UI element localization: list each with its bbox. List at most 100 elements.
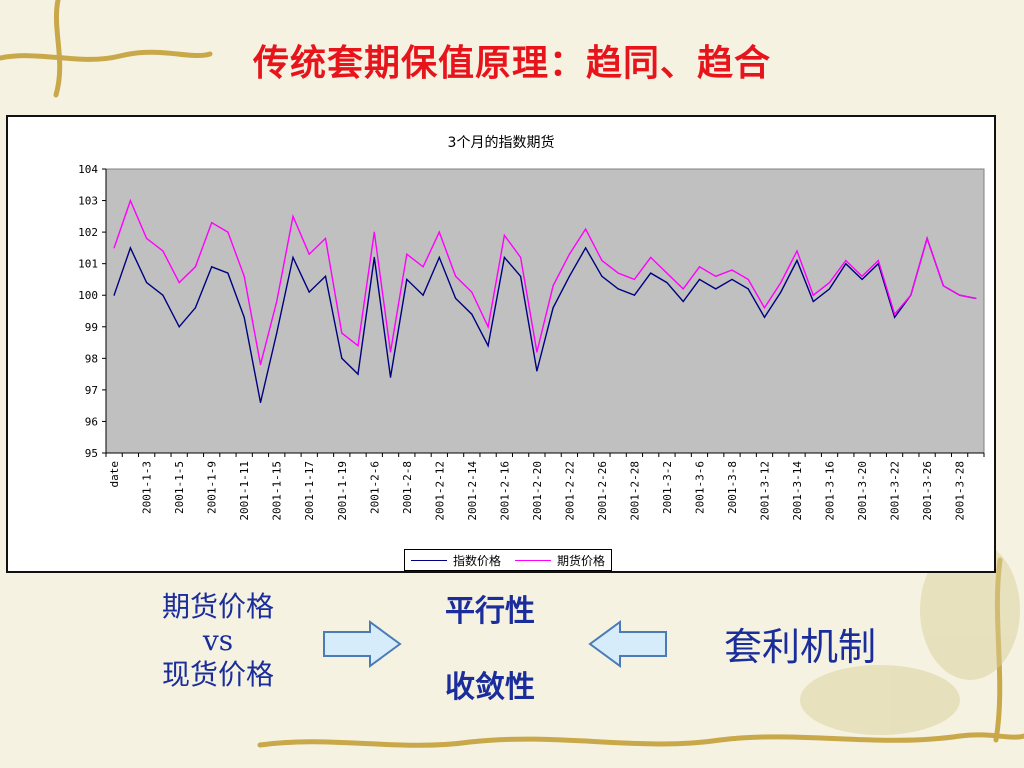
series-futures-price-point — [893, 313, 896, 315]
series-futures-price-point — [926, 237, 928, 240]
series-futures-price-point — [520, 256, 522, 258]
series-futures-price-point — [536, 351, 538, 353]
y-tick-label: 98 — [85, 352, 98, 365]
x-tick-label: 2001-3-14 — [791, 461, 804, 521]
spot-vs-futures-text: 期货价格 vs 现货价格 — [128, 590, 308, 692]
series-futures-price-point — [633, 278, 636, 281]
x-tick-label: 2001-1-11 — [238, 461, 251, 521]
series-index-price-point — [324, 275, 327, 277]
series-futures-price-point — [780, 282, 782, 284]
series-index-price-point — [243, 316, 245, 318]
series-index-price-point — [438, 256, 440, 258]
series-index-price-point — [601, 275, 603, 277]
series-futures-price-point — [650, 256, 652, 258]
series-futures-price-point — [243, 275, 245, 277]
y-tick-label: 95 — [85, 447, 98, 460]
x-tick-label: 2001-3-12 — [759, 461, 772, 521]
right-arrow-icon — [323, 620, 402, 668]
series-layer — [113, 198, 977, 404]
plot-area — [105, 168, 985, 454]
x-tick-label: 2001-2-6 — [368, 461, 381, 514]
series-futures-price-point — [357, 345, 359, 347]
series-futures-price-point — [845, 259, 847, 262]
series-index-price-point — [259, 401, 262, 404]
x-tick-label: 2001-2-28 — [628, 461, 641, 521]
series-index-price-point — [194, 307, 197, 309]
legend-label-futures: 期货价格 — [557, 553, 606, 568]
x-tick-label: 2001-2-20 — [531, 461, 544, 521]
legend-item-futures: 期货价格 — [515, 552, 605, 569]
series-index-price-point — [146, 282, 148, 284]
x-tick-label: 2001-3-8 — [726, 461, 739, 514]
series-index-price-point — [715, 288, 717, 290]
series-futures-price-point — [796, 250, 798, 252]
x-tick-label: 2001-3-26 — [921, 461, 934, 521]
series-futures-price-point — [211, 222, 213, 224]
series-futures-price-point — [178, 282, 180, 284]
series-index-price-point — [812, 300, 814, 303]
series-futures-price-point — [568, 253, 570, 255]
x-tick-label: 2001-3-16 — [824, 461, 837, 521]
series-futures-price-point — [438, 231, 440, 233]
series-futures-price-point — [292, 215, 294, 217]
series-index-price-point — [162, 294, 164, 296]
series-index-price-point — [568, 275, 570, 277]
chart-title: 3个月的指数期货 — [448, 134, 555, 151]
series-futures-price-point — [585, 228, 587, 230]
series-index-price-point — [341, 357, 343, 359]
y-tick-label: 101 — [78, 258, 98, 271]
series-futures-price-line — [113, 198, 977, 365]
series-index-price-point — [666, 282, 668, 284]
series-index-price-point — [585, 247, 587, 249]
parallelism-label: 平行性 — [445, 594, 535, 629]
series-futures-price-point — [259, 364, 262, 366]
series-futures-price-point — [763, 307, 766, 309]
series-index-price-point — [471, 313, 473, 315]
x-tick-label: 2001-3-28 — [954, 461, 967, 521]
series-index-price-point — [276, 332, 278, 334]
series-index-price-point — [536, 370, 538, 372]
series-index-price-point — [780, 291, 782, 293]
series-futures-price-point — [682, 288, 684, 290]
series-index-price-point — [650, 272, 652, 274]
x-tick-label: 2001-1-15 — [271, 461, 284, 521]
series-futures-price-point — [812, 294, 814, 296]
series-index-price-point — [763, 316, 766, 318]
series-index-price-point — [227, 272, 229, 274]
series-futures-price-point — [747, 278, 749, 281]
series-index-price-point — [861, 278, 863, 281]
x-tick-label: 2001-3-2 — [661, 461, 674, 514]
series-futures-price-point — [406, 253, 408, 255]
convergence-label: 收敛性 — [445, 670, 535, 705]
series-index-price-point — [520, 275, 522, 277]
series-futures-price-point — [146, 237, 148, 240]
series-index-price-point — [129, 247, 131, 249]
y-tick-label: 104 — [78, 163, 98, 176]
legend-item-index: 指数价格 — [411, 552, 501, 569]
x-tick-label: 2001-1-17 — [303, 461, 316, 521]
series-futures-price-point — [601, 259, 603, 262]
series-index-price-line — [113, 236, 977, 403]
series-index-price-point — [406, 278, 408, 281]
series-index-price-point — [454, 297, 457, 299]
series-index-price-point — [552, 307, 554, 309]
series-futures-price-point — [227, 231, 229, 233]
series-index-price-point — [893, 316, 896, 318]
series-futures-price-point — [422, 266, 424, 268]
series-index-price-point — [357, 373, 359, 375]
spot-price-label: 现货价格 — [161, 658, 274, 691]
futures-price-label: 期货价格 — [161, 590, 274, 623]
y-tick-label: 99 — [85, 321, 98, 334]
x-tick-label: 2001-2-16 — [498, 461, 511, 521]
y-tick-label: 100 — [78, 289, 98, 302]
y-tick-label: 103 — [78, 195, 98, 208]
series-futures-price-point — [617, 272, 619, 274]
series-index-price-point — [503, 256, 505, 258]
chart-container: 3个月的指数期货 95 96 97 98 99 100 101 102 103 104 date 2… — [6, 115, 996, 573]
series-futures-price-point — [731, 269, 733, 271]
series-index-price-point — [422, 294, 424, 296]
x-axis: date 2001-1-3 2001-1-5 2001-1-9 2001-1-11 200… — [105, 452, 985, 521]
arbitrage-mechanism-label: 套利机制 — [723, 625, 876, 669]
x-tick-label: 2001-3-22 — [889, 461, 902, 521]
x-tick-label: 2001-3-20 — [856, 461, 869, 521]
